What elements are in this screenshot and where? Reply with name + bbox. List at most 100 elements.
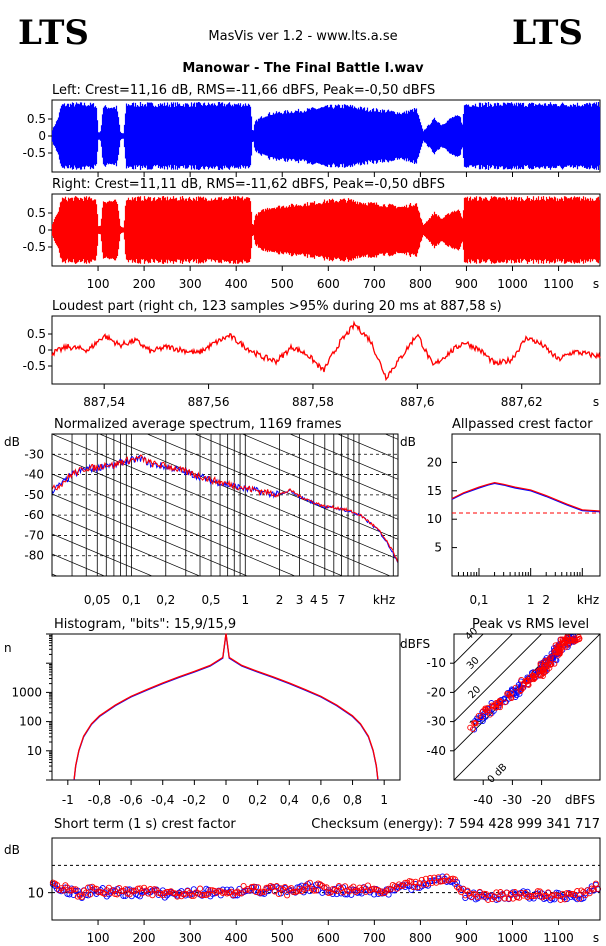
short-term-crest-chart-point bbox=[567, 890, 575, 897]
histogram-chart-xtick-label: -0,2 bbox=[183, 793, 206, 807]
short-term-crest-chart-point bbox=[259, 888, 266, 895]
loudest-part-chart-line bbox=[51, 320, 601, 382]
peak-vs-rms-chart-point bbox=[572, 637, 579, 644]
peak-vs-rms-chart-point bbox=[536, 671, 543, 678]
short-term-crest-chart-point bbox=[66, 887, 73, 894]
short-term-crest-chart-point bbox=[201, 891, 208, 899]
histogram-chart-xtick-label: 0,6 bbox=[311, 793, 330, 807]
short-term-crest-chart-xtick-unit: s bbox=[593, 931, 599, 945]
peak-vs-rms-chart-point bbox=[544, 657, 551, 664]
peak-vs-rms-chart-diagonal bbox=[454, 634, 514, 694]
short-term-crest-chart-point bbox=[509, 895, 517, 902]
short-term-crest-chart-ytick-label: 10 bbox=[27, 887, 44, 902]
short-term-crest-chart-point bbox=[149, 892, 156, 899]
peak-vs-rms-chart-point bbox=[555, 652, 561, 659]
crest-factor-chart: Allpassed crest factor dB 20 15 10 5 0,1 1 2 kHz bbox=[400, 417, 601, 607]
short-term-crest-chart-point bbox=[319, 889, 326, 896]
peak-vs-rms-chart-xtick-label: -40 bbox=[473, 793, 493, 807]
histogram-chart-ytick-label: 1000 bbox=[11, 685, 42, 699]
peak-vs-rms-chart-point bbox=[524, 677, 530, 683]
short-term-crest-chart-point bbox=[547, 894, 554, 901]
spectrum-chart-ytick-label: -60 bbox=[24, 508, 44, 522]
spectrum-chart-grid bbox=[52, 434, 398, 576]
peak-vs-rms-chart-point bbox=[540, 670, 547, 677]
peak-vs-rms-chart-point bbox=[505, 691, 512, 698]
short-term-crest-chart-point bbox=[590, 886, 597, 893]
short-term-crest-chart-point bbox=[250, 883, 257, 890]
histogram-chart-xtick-label: -0,8 bbox=[88, 793, 111, 807]
short-term-crest-chart-point bbox=[433, 879, 440, 886]
spectrum-chart-xtick-label: 0,2 bbox=[156, 593, 175, 607]
short-term-crest-chart-point bbox=[174, 893, 181, 900]
short-term-crest-chart-point bbox=[107, 889, 114, 896]
spectrum-chart-slope-line bbox=[52, 513, 201, 576]
histogram-chart: Histogram, "bits": 15,9/15,9n100010010-1… bbox=[4, 617, 401, 807]
short-term-crest-chart-point bbox=[205, 886, 212, 893]
spectrum-chart-ytick-label: -50 bbox=[24, 488, 44, 502]
crest-factor-chart-xtick-label: 2 bbox=[542, 593, 550, 607]
short-term-crest-chart-point bbox=[431, 874, 438, 881]
spectrum-chart-slope-line bbox=[52, 493, 249, 576]
short-term-crest-chart-point bbox=[410, 884, 417, 891]
short-term-crest-chart-xtick-label: 600 bbox=[317, 931, 340, 945]
right-xtick-label: 900 bbox=[455, 277, 478, 291]
spectrum-chart-xtick-unit: kHz bbox=[373, 593, 395, 607]
peak-vs-rms-chart-diagonal bbox=[454, 634, 600, 780]
right-xtick-label: 1000 bbox=[497, 277, 528, 291]
short-term-crest-chart-xtick-label: 1100 bbox=[543, 931, 574, 945]
right-xtick-unit: s bbox=[593, 277, 599, 291]
peak-vs-rms-chart-xtick-unit: dBFS bbox=[565, 793, 595, 807]
crest-factor-chart-xtick-label: 1 bbox=[527, 593, 535, 607]
histogram-chart-series-1 bbox=[73, 633, 379, 780]
loudest-part-chart-ytick-label: 0 bbox=[38, 343, 46, 357]
short-term-crest-chart-point bbox=[134, 885, 141, 892]
short-term-crest-chart-point bbox=[559, 890, 566, 897]
short-term-crest-chart-point bbox=[420, 881, 427, 888]
short-term-crest-chart-point bbox=[72, 886, 79, 893]
short-term-crest-chart-point bbox=[545, 889, 552, 896]
crest-factor-chart-frame bbox=[451, 433, 601, 577]
short-term-crest-chart-point bbox=[275, 885, 282, 892]
short-term-crest-chart-point bbox=[429, 879, 436, 886]
histogram-chart-frame bbox=[51, 633, 401, 781]
spectrum-chart-xtick-label: 0,1 bbox=[122, 593, 141, 607]
short-term-crest-chart-point bbox=[501, 895, 508, 902]
short-term-crest-chart-point bbox=[228, 886, 235, 893]
crest-factor-chart-ylabel: dB bbox=[400, 435, 416, 449]
peak-vs-rms-chart-ytick-label: -40 bbox=[426, 744, 446, 758]
left-channel-chart-ytick-label: 0 bbox=[38, 129, 46, 143]
short-term-crest-chart-point bbox=[207, 887, 214, 894]
left-channel-chart: Left: Crest=11,16 dB, RMS=-11,66 dBFS, P… bbox=[23, 83, 601, 177]
peak-vs-rms-chart-point bbox=[520, 682, 527, 689]
spectrum-chart-slope-line bbox=[98, 434, 398, 560]
peak-vs-rms-chart-xtick-label: -20 bbox=[532, 793, 552, 807]
right-xtick-label: 200 bbox=[133, 277, 156, 291]
short-term-crest-chart-xtick-label: 200 bbox=[133, 931, 156, 945]
short-term-crest-chart-point bbox=[290, 888, 297, 895]
histogram-chart-ytick-label: 100 bbox=[19, 715, 42, 729]
short-term-crest-chart-point bbox=[136, 893, 144, 900]
histogram-chart-xtick-label: -0,6 bbox=[119, 793, 142, 807]
short-term-crest-chart-frame bbox=[51, 837, 601, 921]
spectrum-chart-ytick-label: -70 bbox=[24, 528, 44, 542]
peak-vs-rms-chart-point bbox=[482, 707, 489, 713]
app-title: MasVis ver 1.2 - www.lts.a.se bbox=[208, 29, 397, 44]
peak-vs-rms-chart-xtick-label: -30 bbox=[503, 793, 523, 807]
crest-factor-chart-xtick-unit: kHz bbox=[577, 593, 599, 607]
peak-vs-rms-chart-point bbox=[485, 707, 491, 714]
peak-vs-rms-chart-point bbox=[527, 676, 534, 683]
crest-factor-chart-ytick-label: 20 bbox=[427, 455, 442, 469]
short-term-crest-chart-point bbox=[458, 889, 465, 896]
short-term-crest-chart-point bbox=[323, 884, 330, 891]
right-channel-chart-ytick-label: -0.5 bbox=[23, 240, 46, 254]
peak-vs-rms-chart-point bbox=[536, 667, 543, 674]
loudest-part-chart-xtick-label: 887,58 bbox=[292, 395, 334, 409]
peak-vs-rms-chart-diagonal-label: 0 dB bbox=[486, 762, 510, 786]
peak-vs-rms-chart-point bbox=[508, 695, 515, 702]
peak-vs-rms-chart-ytick-label: -10 bbox=[426, 656, 446, 670]
short-term-crest-chart-point bbox=[211, 887, 218, 894]
peak-vs-rms-chart-point bbox=[478, 714, 485, 721]
right-channel-chart-ytick-label: 0 bbox=[38, 223, 46, 237]
short-term-crest-chart-point bbox=[238, 890, 245, 897]
right-xtick-label: 100 bbox=[87, 277, 110, 291]
